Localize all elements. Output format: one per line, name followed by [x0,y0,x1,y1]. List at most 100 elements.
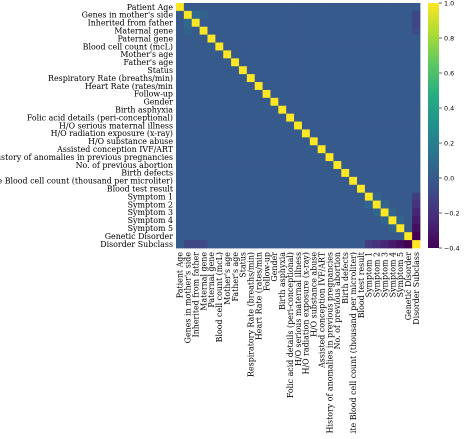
heatmap-cell [364,82,374,91]
heatmap-cell [223,153,232,162]
heatmap-cell [333,129,342,138]
heatmap-cell [270,3,279,12]
heatmap-cell [301,50,311,59]
heatmap-cell [270,200,279,209]
heatmap-cell [223,42,232,51]
heatmap-cell [238,58,248,67]
heatmap-cell [246,129,256,138]
heatmap-cell [294,176,303,186]
heatmap-cell [238,74,248,83]
heatmap-cell [294,184,303,194]
colorbar-tick-label: 1.0 [444,0,454,7]
heatmap-cell [412,129,421,138]
heatmap-cell [396,176,405,186]
row-label-birth-asphyxia: Birth asphyxia [115,105,173,114]
heatmap-cell [199,121,208,130]
heatmap-cell [349,200,358,209]
heatmap-cell [317,153,326,162]
column-label-gender: Gender [270,252,279,282]
heatmap-cell [412,50,421,59]
heatmap-cell [372,224,382,233]
column-label-symptom-4: Symptom 4 [388,252,397,297]
heatmap-cell [231,34,240,43]
heatmap-cell [380,161,389,170]
heatmap-cell [349,10,358,20]
heatmap-cell [278,50,287,59]
heatmap-cell [286,208,295,217]
heatmap-cell [238,184,248,194]
heatmap-cell [199,232,208,241]
heatmap-cell [262,176,271,186]
heatmap-cell [176,121,185,130]
heatmap-cell [412,42,421,51]
heatmap-cell [238,66,248,75]
heatmap-cell [380,34,389,43]
heatmap-cell [341,58,350,67]
heatmap-cell [254,42,263,51]
heatmap-cell [317,10,326,20]
heatmap-cell [254,74,263,83]
heatmap-cell [372,74,382,83]
heatmap-cell [404,121,413,130]
heatmap-cell [341,153,350,162]
heatmap-cell [223,50,232,59]
heatmap-cell [270,240,279,249]
heatmap-cell [270,74,279,83]
heatmap-cell [396,97,405,107]
heatmap-cell [364,121,374,130]
heatmap-cell [317,121,326,130]
heatmap-cell [238,121,248,130]
heatmap-cell [357,74,366,83]
heatmap-cell [215,192,224,201]
heatmap-cell [294,58,303,67]
heatmap-cell [301,105,311,115]
heatmap-cell [372,113,382,122]
heatmap-cell [309,74,319,83]
heatmap-cell [246,176,256,186]
heatmap-cell [238,216,248,225]
heatmap-cell [294,66,303,75]
heatmap-cell [317,66,326,75]
heatmap-cell [309,153,319,162]
heatmap-cell [333,89,342,99]
heatmap-cell [191,10,201,20]
heatmap-cell [349,232,358,241]
heatmap-cell [262,168,271,178]
heatmap-cell [380,216,389,225]
heatmap-cell [254,113,263,122]
heatmap-cell [270,161,279,170]
heatmap-cell [262,184,271,194]
row-label-heart-rate-rates-min: Heart Rate (rates/min [85,82,173,91]
heatmap-cell [317,176,326,186]
heatmap-cell [183,89,193,99]
heatmap-cell [325,58,334,67]
heatmap-cell [199,184,208,194]
heatmap-cell [341,66,350,75]
heatmap-cell [357,121,366,130]
heatmap-cell [199,74,208,83]
heatmap-cell [207,18,216,28]
heatmap-cell [404,137,413,146]
heatmap-cell [317,82,326,91]
heatmap-cell [215,161,224,170]
heatmap-cell [372,105,382,115]
heatmap-cell [325,192,334,201]
heatmap-cell [404,224,413,233]
heatmap-cell [372,129,382,138]
row-label-white-blood-cell-count-thousand-per-microliter: White Blood cell count (thousand per mic… [0,177,173,186]
heatmap-cell [207,42,216,51]
heatmap-cell [278,66,287,75]
heatmap-cell [380,153,389,162]
heatmap-cell [176,34,185,43]
heatmap-cell [262,208,271,217]
heatmap-cell [380,232,389,241]
heatmap-cell [238,224,248,233]
heatmap-cell [183,200,193,209]
row-label-blood-test-result: Blood test result [107,185,174,194]
heatmap-cell [333,232,342,241]
heatmap-cell [223,105,232,115]
heatmap-cell [183,145,193,154]
heatmap-cell [349,121,358,130]
